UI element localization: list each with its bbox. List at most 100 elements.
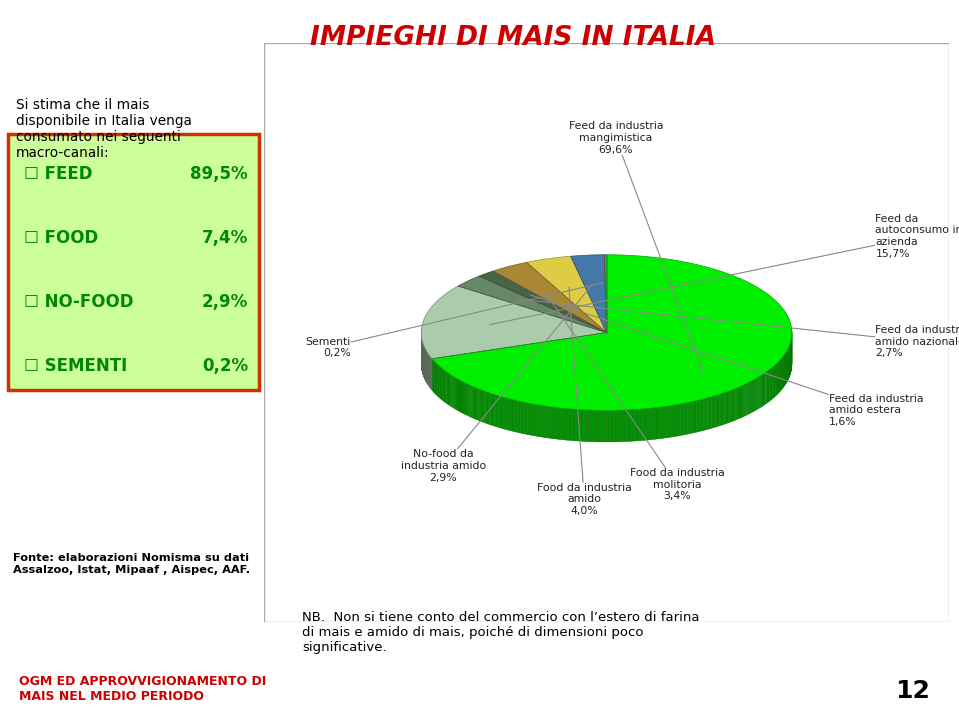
Polygon shape — [668, 406, 670, 437]
Polygon shape — [543, 406, 545, 437]
Polygon shape — [525, 403, 526, 435]
Polygon shape — [461, 381, 462, 413]
Polygon shape — [717, 395, 718, 427]
Polygon shape — [555, 407, 556, 439]
Text: No-food da
industria amido
2,9%: No-food da industria amido 2,9% — [401, 284, 593, 483]
Polygon shape — [549, 406, 550, 438]
Polygon shape — [679, 404, 681, 436]
Polygon shape — [464, 382, 465, 414]
Polygon shape — [477, 388, 478, 420]
Polygon shape — [545, 406, 546, 437]
Polygon shape — [738, 387, 740, 419]
Polygon shape — [493, 394, 495, 426]
Polygon shape — [485, 392, 487, 424]
Text: ☐ NO-FOOD: ☐ NO-FOOD — [24, 293, 133, 311]
Polygon shape — [574, 409, 575, 441]
Polygon shape — [500, 396, 502, 428]
Polygon shape — [571, 409, 573, 440]
Polygon shape — [468, 385, 469, 416]
Polygon shape — [568, 408, 570, 440]
Text: 12: 12 — [896, 679, 930, 703]
Polygon shape — [696, 401, 698, 432]
Polygon shape — [550, 407, 552, 438]
Polygon shape — [667, 406, 668, 437]
Polygon shape — [518, 401, 519, 432]
Polygon shape — [590, 410, 592, 442]
Polygon shape — [483, 390, 484, 423]
Polygon shape — [725, 392, 726, 424]
Polygon shape — [745, 384, 747, 416]
Polygon shape — [457, 379, 458, 411]
Polygon shape — [674, 405, 676, 437]
Polygon shape — [704, 398, 705, 430]
Polygon shape — [506, 398, 508, 430]
Polygon shape — [489, 393, 491, 425]
Text: Si stima che il mais
disponibile in Italia venga
consumato nei seguenti
macro-ca: Si stima che il mais disponibile in Ital… — [16, 98, 192, 161]
Polygon shape — [502, 397, 503, 429]
Polygon shape — [553, 407, 555, 439]
Polygon shape — [671, 406, 673, 437]
Polygon shape — [530, 403, 532, 435]
Polygon shape — [472, 386, 473, 418]
Polygon shape — [664, 406, 666, 438]
Polygon shape — [735, 388, 736, 421]
Polygon shape — [685, 403, 687, 435]
Text: ☐ SEMENTI: ☐ SEMENTI — [24, 357, 128, 375]
Polygon shape — [548, 406, 549, 438]
Polygon shape — [480, 390, 482, 422]
Polygon shape — [535, 404, 537, 436]
Polygon shape — [508, 398, 509, 430]
Polygon shape — [659, 407, 661, 439]
Polygon shape — [492, 394, 493, 426]
Polygon shape — [496, 395, 497, 427]
Polygon shape — [740, 386, 741, 418]
Polygon shape — [534, 404, 535, 436]
Polygon shape — [727, 391, 728, 423]
Text: Feed da industria
mangimistica
69,6%: Feed da industria mangimistica 69,6% — [569, 121, 704, 375]
Polygon shape — [613, 411, 615, 442]
Text: OGM ED APPROVVIGIONAMENTO DI
MAIS NEL MEDIO PERIODO: OGM ED APPROVVIGIONAMENTO DI MAIS NEL ME… — [19, 675, 267, 703]
Polygon shape — [712, 396, 713, 428]
Polygon shape — [540, 405, 541, 437]
Polygon shape — [503, 398, 505, 429]
Polygon shape — [566, 408, 568, 440]
Polygon shape — [524, 402, 525, 434]
Text: Feed da industria
amido estera
1,6%: Feed da industria amido estera 1,6% — [530, 295, 924, 427]
Polygon shape — [629, 410, 631, 441]
Polygon shape — [733, 389, 735, 421]
Polygon shape — [433, 254, 792, 411]
Polygon shape — [610, 411, 611, 442]
Polygon shape — [467, 384, 468, 416]
Polygon shape — [605, 411, 606, 442]
Polygon shape — [596, 410, 598, 442]
Polygon shape — [595, 410, 596, 442]
Polygon shape — [488, 393, 489, 424]
Polygon shape — [690, 401, 692, 433]
Polygon shape — [469, 385, 471, 417]
Polygon shape — [705, 398, 706, 430]
Polygon shape — [561, 408, 563, 440]
Polygon shape — [598, 411, 599, 442]
Polygon shape — [722, 393, 723, 425]
Polygon shape — [473, 386, 474, 419]
Polygon shape — [681, 403, 682, 435]
Polygon shape — [637, 409, 639, 441]
Polygon shape — [541, 406, 543, 437]
Polygon shape — [750, 382, 751, 414]
Polygon shape — [421, 286, 606, 359]
Text: 89,5%: 89,5% — [190, 165, 248, 182]
Polygon shape — [748, 382, 749, 414]
Polygon shape — [732, 390, 733, 422]
Polygon shape — [527, 403, 529, 435]
Polygon shape — [529, 403, 530, 435]
Text: ☐ FEED: ☐ FEED — [24, 165, 92, 182]
Polygon shape — [479, 271, 606, 333]
Polygon shape — [624, 410, 625, 442]
Polygon shape — [585, 410, 587, 442]
Polygon shape — [632, 409, 634, 441]
Polygon shape — [587, 410, 589, 442]
Polygon shape — [575, 409, 577, 441]
Polygon shape — [499, 395, 500, 428]
Polygon shape — [731, 390, 732, 422]
Polygon shape — [604, 254, 606, 333]
